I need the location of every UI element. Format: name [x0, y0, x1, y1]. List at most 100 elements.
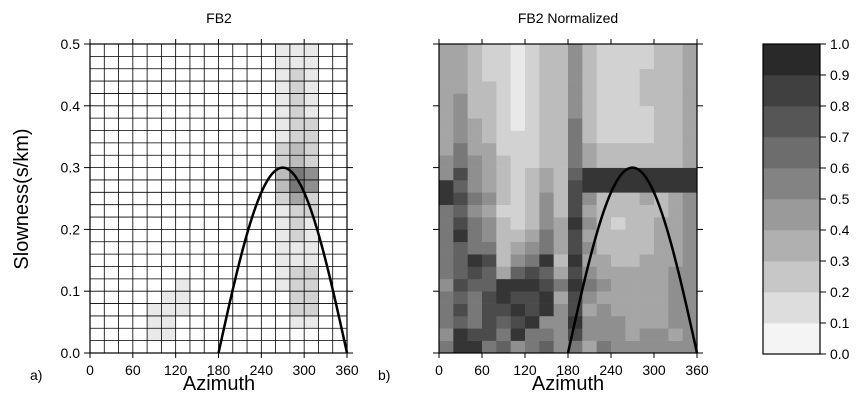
panel-b-cell: [682, 204, 698, 218]
panel-a-cell: [289, 93, 305, 107]
panel-a-cell: [175, 167, 191, 181]
panel-a-cell: [104, 340, 119, 354]
panel-a-cell: [261, 315, 276, 329]
panel-a-cell: [332, 142, 348, 156]
panel-b-cell: [625, 278, 640, 292]
panel-b-cell: [467, 179, 483, 193]
panel-b-cell: [439, 142, 454, 156]
panel-b-cell: [582, 291, 597, 304]
panel-a-cell: [275, 241, 291, 255]
panel-a-cell: [204, 44, 219, 57]
panel-b-cell: [510, 179, 526, 193]
panel-a-cell: [275, 291, 291, 304]
panel-b-cell: [553, 229, 569, 243]
panel-b-cell: [510, 81, 526, 94]
panel-b-cell: [467, 229, 483, 243]
panel-a-cell: [232, 142, 248, 156]
panel-b-cell: [682, 44, 698, 57]
panel-b-cell: [482, 105, 497, 119]
panel-a-cell: [175, 192, 191, 205]
colorbar-swatch: [763, 106, 820, 138]
panel-a-cell: [104, 266, 119, 280]
panel-b-cell: [453, 44, 468, 57]
panel-b-cell: [611, 204, 626, 218]
panel-b-cell: [525, 155, 540, 168]
panel-a-cell: [132, 68, 148, 82]
panel-b-cell: [582, 68, 597, 82]
panel-a-cell: [132, 192, 148, 205]
panel-a-cell: [147, 68, 162, 82]
panel-a-cell: [247, 241, 262, 255]
panel-a-cell: [147, 328, 162, 341]
panel-b-cell: [611, 303, 626, 317]
panel-b-cell: [582, 93, 597, 107]
panel-b-cell: [482, 68, 497, 82]
panel-a-ytick-label: 0.3: [61, 160, 81, 176]
panel-b-cell: [467, 105, 483, 119]
panel-a-cell: [304, 328, 319, 341]
panel-a-cell: [90, 142, 105, 156]
panel-b-cell: [439, 44, 454, 57]
panel-a-cell: [104, 303, 119, 317]
panel-a-cell: [204, 315, 219, 329]
panel-a-cell: [232, 303, 248, 317]
panel-a-cell: [318, 204, 334, 218]
panel-b-cell: [639, 81, 655, 94]
panel-b-cell: [682, 303, 698, 317]
panel-b-cell: [525, 130, 540, 144]
colorbar-swatch: [763, 44, 820, 76]
panel-a-cell: [247, 44, 262, 57]
panel-a-cell: [175, 229, 191, 243]
panel-b-cell: [582, 192, 597, 205]
panel-b-cell: [539, 328, 554, 341]
panel-a-cell: [132, 217, 148, 230]
panel-a-cell: [275, 105, 291, 119]
colorbar-tick-label: 0.5: [830, 191, 850, 207]
panel-a-cell: [204, 192, 219, 205]
panel-a-cell: [189, 155, 205, 168]
panel-b-cell: [467, 315, 483, 329]
panel-b-cell: [439, 315, 454, 329]
panel-a-cell: [175, 81, 191, 94]
panel-a-cell: [304, 155, 319, 168]
panel-a-cell: [104, 192, 119, 205]
panel-b-cell: [596, 278, 612, 292]
panel-a-cell: [90, 155, 105, 168]
panel-a-cell: [104, 93, 119, 107]
panel-b-cell: [467, 303, 483, 317]
panel-b-ticks: 0 60 120 180 240 300 360: [433, 39, 709, 378]
panel-a-cell: [218, 204, 234, 218]
colorbar-swatch: [763, 323, 820, 355]
panel-a-cell: [118, 44, 134, 57]
panel-b-cell: [482, 142, 497, 156]
panel-b-cell: [625, 315, 640, 329]
panel-a-cell: [332, 204, 348, 218]
panel-b-cell: [596, 303, 612, 317]
panel-b-cell: [482, 328, 497, 341]
panel-b-cell: [439, 93, 454, 107]
panel-a-cell: [175, 241, 191, 255]
panel-b-cell: [668, 56, 683, 70]
panel-a-cell: [104, 105, 119, 119]
panel-a-cell: [318, 315, 334, 329]
panel-a-cell: [161, 315, 176, 329]
panel-a-cell: [332, 303, 348, 317]
panel-a-cell: [275, 303, 291, 317]
colorbar-swatch: [763, 261, 820, 293]
panel-a-cell: [90, 340, 105, 354]
panel-b-cell: [439, 192, 454, 205]
panel-a-cell: [161, 56, 176, 70]
panel-b-cell: [582, 118, 597, 131]
panel-a-xtick-label: 240: [250, 362, 274, 378]
panel-a-cell: [90, 179, 105, 193]
panel-b-title: FB2 Normalized: [518, 10, 618, 26]
panel-b-cell: [668, 303, 683, 317]
panel-a-cell: [147, 56, 162, 70]
panel-a-cell: [189, 254, 205, 267]
panel-b-cell: [453, 204, 468, 218]
panel-b-cell: [639, 278, 655, 292]
panel-b-cell: [453, 254, 468, 267]
panel-a-cell: [332, 81, 348, 94]
panel-b-cell: [568, 93, 583, 107]
panel-b-cell: [553, 56, 569, 70]
